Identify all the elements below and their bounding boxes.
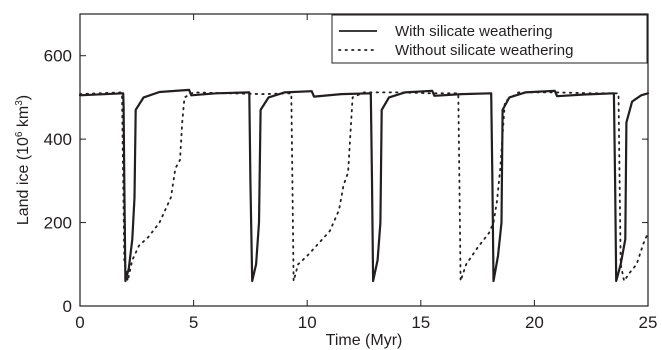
x-tick-label: 0 bbox=[75, 313, 84, 332]
y-tick-label: 400 bbox=[44, 130, 72, 149]
legend: With silicate weathering Without silicat… bbox=[331, 14, 648, 64]
x-tick-label: 5 bbox=[189, 313, 198, 332]
x-tick-label: 15 bbox=[411, 313, 430, 332]
y-axis-label: Land ice (106 km3) bbox=[14, 95, 32, 225]
legend-label-with: With silicate weathering bbox=[395, 23, 553, 40]
legend-label-without: Without silicate weathering bbox=[395, 42, 573, 59]
x-tick-label: 10 bbox=[298, 313, 317, 332]
plot-lines bbox=[78, 88, 650, 283]
y-tick-label: 0 bbox=[63, 297, 72, 316]
series-line-with bbox=[78, 88, 650, 283]
x-axis-label: Time (Myr) bbox=[326, 332, 403, 349]
series-line-without bbox=[79, 91, 649, 282]
plot-frame bbox=[79, 13, 649, 307]
x-tick-label: 25 bbox=[639, 313, 658, 332]
y-tick-label: 600 bbox=[44, 47, 72, 66]
legend-box bbox=[331, 14, 648, 64]
y-axis: 0 200 400 600 bbox=[44, 47, 648, 316]
y-tick-label: 200 bbox=[44, 214, 72, 233]
x-tick-label: 20 bbox=[525, 313, 544, 332]
